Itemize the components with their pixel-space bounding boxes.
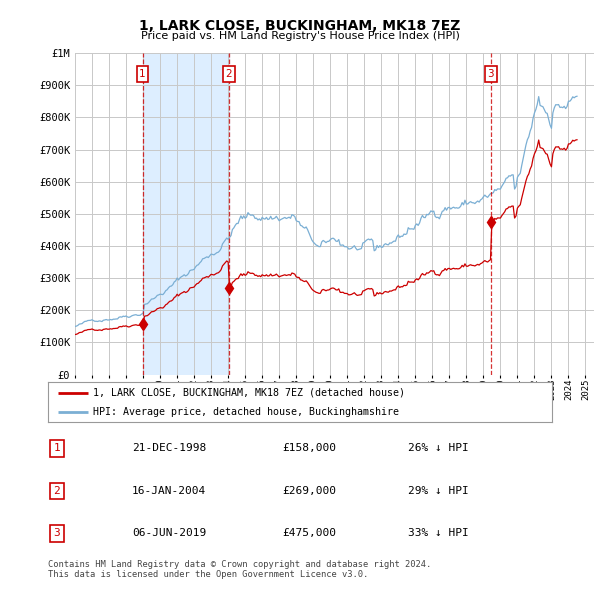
Bar <box>143 53 229 375</box>
Text: 33% ↓ HPI: 33% ↓ HPI <box>408 529 469 538</box>
Text: 1, LARK CLOSE, BUCKINGHAM, MK18 7EZ (detached house): 1, LARK CLOSE, BUCKINGHAM, MK18 7EZ (det… <box>94 388 406 398</box>
Text: £475,000: £475,000 <box>282 529 336 538</box>
Text: 26% ↓ HPI: 26% ↓ HPI <box>408 444 469 453</box>
Text: 29% ↓ HPI: 29% ↓ HPI <box>408 486 469 496</box>
Text: Price paid vs. HM Land Registry's House Price Index (HPI): Price paid vs. HM Land Registry's House … <box>140 31 460 41</box>
Text: 21-DEC-1998: 21-DEC-1998 <box>132 444 206 453</box>
Text: 16-JAN-2004: 16-JAN-2004 <box>132 486 206 496</box>
Text: 2: 2 <box>226 69 232 79</box>
Text: 06-JUN-2019: 06-JUN-2019 <box>132 529 206 538</box>
Text: £269,000: £269,000 <box>282 486 336 496</box>
Text: 2: 2 <box>53 486 61 496</box>
Text: £158,000: £158,000 <box>282 444 336 453</box>
Text: 3: 3 <box>487 69 494 79</box>
Text: 3: 3 <box>53 529 61 538</box>
Text: 1, LARK CLOSE, BUCKINGHAM, MK18 7EZ: 1, LARK CLOSE, BUCKINGHAM, MK18 7EZ <box>139 19 461 33</box>
Text: Contains HM Land Registry data © Crown copyright and database right 2024.
This d: Contains HM Land Registry data © Crown c… <box>48 560 431 579</box>
Text: 1: 1 <box>53 444 61 453</box>
Text: 1: 1 <box>139 69 146 79</box>
Text: HPI: Average price, detached house, Buckinghamshire: HPI: Average price, detached house, Buck… <box>94 407 400 417</box>
